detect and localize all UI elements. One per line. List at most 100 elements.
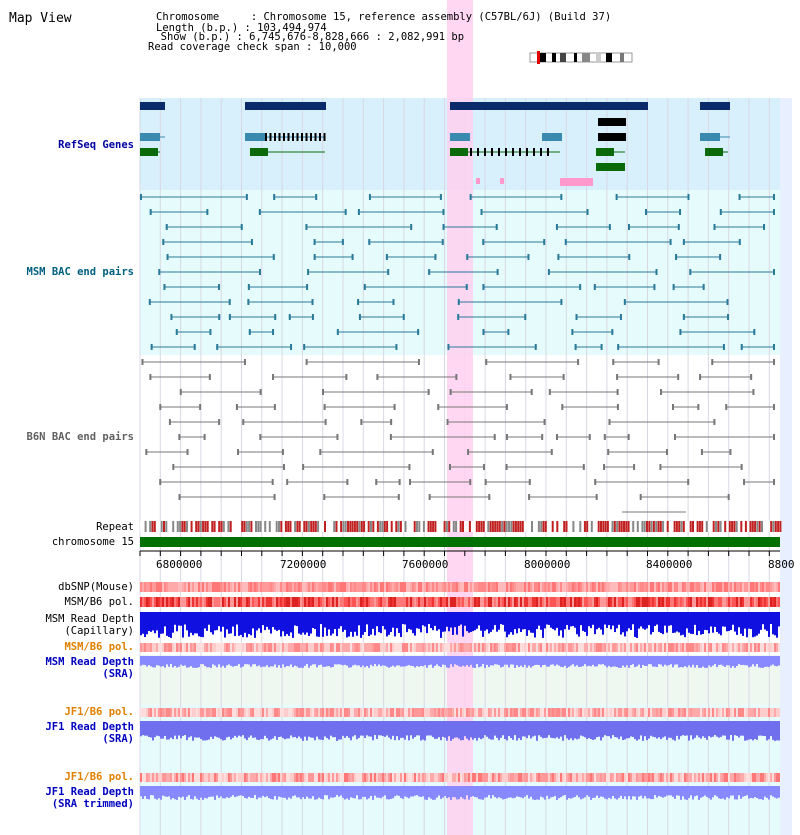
track-label-dbsnp[interactable]: dbSNP(Mouse) — [58, 581, 134, 593]
msm-pol-heat-2 — [222, 643, 224, 652]
jf1-depth-trimmed-bar — [206, 786, 208, 799]
jf1-depth-sra-bar — [198, 721, 200, 738]
jf1-pol-heat — [344, 708, 346, 717]
track-label-jf1-pol-2[interactable]: JF1/B6 pol. — [64, 771, 134, 783]
track-label-msm-depth-capillary[interactable]: MSM Read Depth (Capillary) — [45, 613, 134, 637]
msm-depth-capillary-bar — [620, 612, 622, 635]
msm-depth-sra-bar — [252, 656, 254, 665]
msm-bac-pair-end — [209, 329, 212, 335]
repeat-mark — [669, 521, 671, 532]
msm-depth-sra-bar — [178, 656, 180, 667]
jf1-depth-sra-bar — [164, 721, 166, 737]
msm-depth-capillary-bar — [626, 612, 628, 632]
msm-depth-capillary-bar — [640, 612, 642, 627]
jf1-pol-heat — [184, 708, 186, 717]
dbsnp-heat — [562, 582, 564, 592]
msm-pol-heat — [438, 597, 440, 607]
b6n-bac-pair-end — [393, 404, 396, 410]
msm-pol-heat — [404, 597, 406, 607]
jf1-depth-sra-bar — [676, 721, 678, 736]
track-label-refseq[interactable]: RefSeq Genes — [58, 139, 134, 151]
jf1-pol-heat-2 — [710, 773, 712, 782]
dbsnp-heat — [644, 582, 646, 592]
jf1-depth-trimmed-bar — [264, 786, 266, 798]
msm-pol-heat — [624, 597, 626, 607]
gene-exon — [450, 133, 470, 141]
msm-depth-capillary-bar — [732, 612, 734, 625]
track-label-jf1-depth-trimmed[interactable]: JF1 Read Depth (SRA trimmed) — [45, 786, 134, 810]
track-label-jf1-depth-sra[interactable]: JF1 Read Depth (SRA) — [45, 721, 134, 745]
dbsnp-heat — [276, 582, 278, 592]
track-label-msm-depth-sra[interactable]: MSM Read Depth (SRA) — [45, 656, 134, 680]
track-label-repeat[interactable]: Repeat — [96, 521, 134, 533]
msm-pol-heat — [660, 597, 662, 607]
jf1-pol-heat-2 — [196, 773, 198, 782]
jf1-depth-sra-bar — [184, 721, 186, 736]
b6n-bac-pair-end — [530, 389, 533, 395]
msm-pol-heat-2 — [472, 643, 474, 652]
jf1-depth-trimmed-bar — [400, 786, 402, 798]
msm-depth-sra-bar — [338, 656, 340, 665]
dbsnp-heat — [434, 582, 436, 592]
jf1-pol-heat — [754, 708, 756, 717]
msm-depth-sra-bar — [198, 656, 200, 668]
msm-pol-heat — [678, 597, 680, 607]
msm-depth-capillary-bar — [502, 612, 504, 625]
msm-depth-sra-bar — [368, 656, 370, 668]
msm-pol-heat-2 — [466, 643, 468, 652]
msm-pol-heat-2 — [548, 643, 550, 652]
jf1-depth-sra-bar — [202, 721, 204, 741]
msm-depth-sra-bar — [626, 656, 628, 666]
msm-bac-pair-end — [560, 194, 563, 200]
jf1-pol-heat-2 — [352, 773, 354, 782]
dbsnp-heat — [240, 582, 242, 592]
track-label-msm-pol[interactable]: MSM/B6 pol. — [64, 596, 134, 608]
msm-pol-heat-2 — [506, 643, 508, 652]
jf1-depth-sra-bar — [774, 721, 776, 741]
msm-depth-capillary-bar — [230, 612, 232, 634]
jf1-pol-heat — [636, 708, 638, 717]
gene-exon — [700, 133, 720, 141]
track-label-jf1-pol[interactable]: JF1/B6 pol. — [64, 706, 134, 718]
jf1-depth-trimmed-bar — [626, 786, 628, 800]
jf1-depth-sra-bar — [512, 721, 514, 740]
repeat-mark — [278, 521, 280, 532]
jf1-depth-trimmed-bar — [674, 786, 676, 799]
repeat-mark — [287, 521, 290, 532]
msm-depth-sra-bar — [516, 656, 518, 666]
track-label-msm-bac[interactable]: MSM BAC end pairs — [26, 266, 134, 278]
jf1-depth-sra-bar — [720, 721, 722, 737]
jf1-depth-sra-bar — [482, 721, 484, 739]
jf1-depth-trimmed-bar — [478, 786, 480, 800]
jf1-depth-sra-bar — [280, 721, 282, 737]
msm-pol-heat-2 — [334, 643, 336, 652]
msm-pol-heat-2 — [570, 643, 572, 652]
jf1-pol-heat-2 — [292, 773, 294, 782]
msm-bac-pair-end — [439, 194, 442, 200]
msm-depth-sra-bar — [372, 656, 374, 667]
jf1-depth-sra-bar — [182, 721, 184, 736]
jf1-pol-heat-2 — [322, 773, 324, 782]
msm-depth-sra-bar — [766, 656, 768, 667]
msm-depth-capillary-bar — [484, 612, 486, 631]
jf1-pol-heat — [548, 708, 550, 717]
msm-depth-sra-bar — [690, 656, 692, 668]
b6n-bac-pair-end — [323, 494, 326, 500]
dbsnp-heat — [408, 582, 410, 592]
msm-depth-capillary-bar — [704, 612, 706, 630]
msm-pol-heat-2 — [754, 643, 756, 652]
ideogram-band — [552, 53, 556, 62]
jf1-pol-heat-2 — [274, 773, 276, 782]
jf1-pol-heat-2 — [518, 773, 520, 782]
repeat-mark — [583, 521, 586, 532]
repeat-mark — [664, 521, 667, 532]
dbsnp-heat — [214, 582, 216, 592]
repeat-mark — [544, 521, 547, 532]
dbsnp-heat — [410, 582, 412, 592]
track-label-b6n-bac[interactable]: B6N BAC end pairs — [26, 431, 134, 443]
track-label-msm-pol-2[interactable]: MSM/B6 pol. — [64, 641, 134, 653]
dbsnp-heat — [284, 582, 286, 592]
repeat-mark — [468, 521, 471, 532]
msm-bac-pair-end — [738, 239, 741, 245]
jf1-depth-trimmed-bar — [402, 786, 404, 799]
